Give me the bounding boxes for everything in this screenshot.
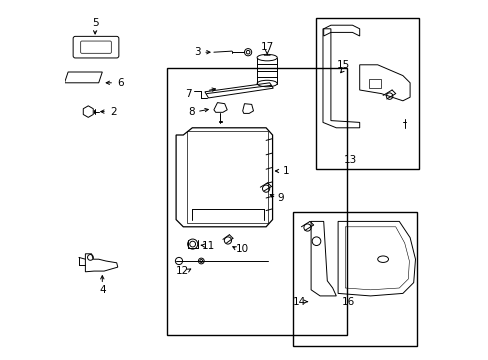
Text: 12: 12 <box>176 266 189 276</box>
Text: 2: 2 <box>110 107 116 117</box>
Text: 14: 14 <box>292 297 305 307</box>
Text: 13: 13 <box>343 155 356 165</box>
Text: 17: 17 <box>260 42 273 52</box>
Text: 5: 5 <box>92 18 98 28</box>
Text: 10: 10 <box>236 244 249 254</box>
Bar <box>167 68 346 335</box>
Text: 7: 7 <box>185 89 192 99</box>
Bar <box>368 79 381 88</box>
Text: 15: 15 <box>336 60 349 70</box>
Text: 8: 8 <box>188 107 195 117</box>
Bar <box>316 18 418 169</box>
Bar <box>292 212 416 346</box>
Text: 9: 9 <box>277 193 283 203</box>
Text: 4: 4 <box>99 285 105 295</box>
Text: 3: 3 <box>193 47 200 57</box>
Text: 6: 6 <box>117 78 123 88</box>
Text: 1: 1 <box>282 166 288 176</box>
Text: 16: 16 <box>342 297 355 307</box>
Text: 11: 11 <box>202 240 215 251</box>
